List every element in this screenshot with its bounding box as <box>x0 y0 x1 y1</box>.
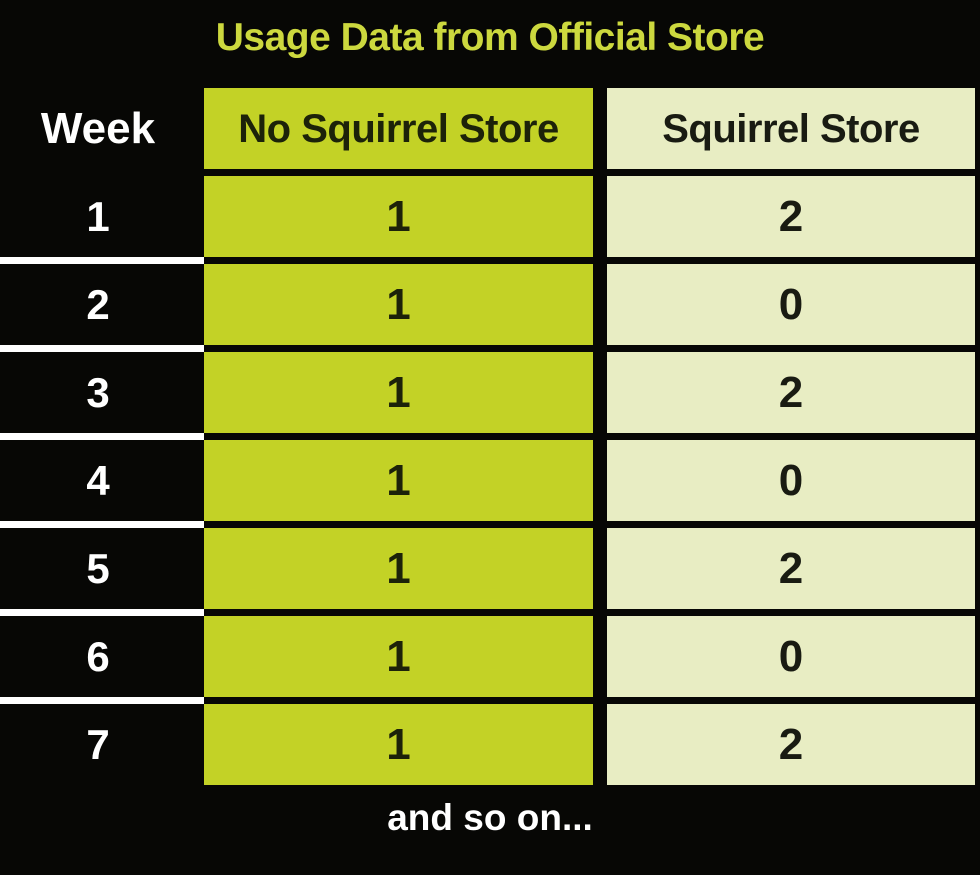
panel-title: Usage Data from Official Store <box>215 16 765 59</box>
no-squirrel-store-value: 1 <box>204 616 593 697</box>
week-label: 1 <box>86 192 110 240</box>
squirrel-store-value: 2 <box>607 704 975 785</box>
column-header-week: Week <box>40 103 156 153</box>
squirrel-store-value: 0 <box>607 440 975 521</box>
no-squirrel-store-value: 1 <box>204 440 593 521</box>
squirrel-store-value: 2 <box>607 176 975 257</box>
week-label: 2 <box>0 257 204 345</box>
and-so-on-note: and so on... <box>387 797 593 838</box>
squirrel-store-value: 0 <box>607 264 975 345</box>
week-label: 5 <box>0 521 204 609</box>
column-header-no-squirrel-store: No Squirrel Store <box>204 88 593 169</box>
no-squirrel-store-value: 1 <box>204 352 593 433</box>
week-label: 3 <box>0 345 204 433</box>
week-label: 6 <box>0 609 204 697</box>
column-header-squirrel-store: Squirrel Store <box>607 88 975 169</box>
usage-data-table: Week No Squirrel Store Squirrel Store 1 … <box>0 88 975 785</box>
no-squirrel-store-value: 1 <box>204 704 593 785</box>
week-label: 7 <box>0 697 204 785</box>
week-label: 4 <box>0 433 204 521</box>
squirrel-store-value: 0 <box>607 616 975 697</box>
squirrel-store-value: 2 <box>607 352 975 433</box>
squirrel-store-value: 2 <box>607 528 975 609</box>
no-squirrel-store-value: 1 <box>204 176 593 257</box>
no-squirrel-store-value: 1 <box>204 264 593 345</box>
no-squirrel-store-value: 1 <box>204 528 593 609</box>
